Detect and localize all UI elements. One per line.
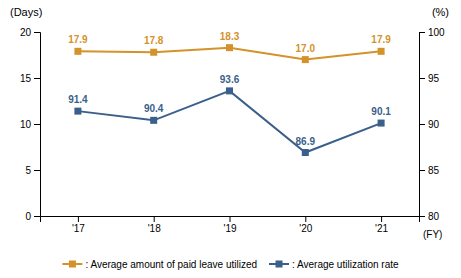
x-axis: '17 '18 '19 '20 '21 xyxy=(41,216,420,234)
series-marker xyxy=(150,49,157,56)
legend-label: : Average utilization rate xyxy=(292,259,399,270)
y-tick-label: 20 xyxy=(20,27,32,38)
series-line xyxy=(78,91,381,153)
y2-tick: 95 xyxy=(419,73,440,84)
x-tick: '21 xyxy=(375,216,388,234)
y2-tick-mark xyxy=(419,170,425,171)
series-marker xyxy=(74,108,81,115)
y-tick-label: 0 xyxy=(25,211,31,222)
x-tick-mark xyxy=(305,216,306,222)
data-label: 17.9 xyxy=(371,34,391,45)
legend-item: : Average amount of paid leave utilized xyxy=(62,259,257,270)
x-tick-label: '17 xyxy=(72,223,85,234)
x-tick-label: '19 xyxy=(223,223,236,234)
y-tick-label: 15 xyxy=(20,73,32,84)
x-tick-mark xyxy=(381,216,382,222)
y2-tick-label: 80 xyxy=(428,211,440,222)
data-label: 91.4 xyxy=(68,94,88,105)
series-marker xyxy=(74,48,81,55)
y-tick-label: 5 xyxy=(25,165,31,176)
data-label: 17.8 xyxy=(144,35,164,46)
x-axis-title: (FY) xyxy=(423,229,442,240)
x-axis-line xyxy=(41,217,420,223)
data-label: 93.6 xyxy=(220,74,240,85)
series-marker xyxy=(226,87,233,94)
y-tick-mark xyxy=(34,124,40,125)
y2-tick-mark xyxy=(419,32,425,33)
legend-swatch-marker xyxy=(276,261,283,268)
data-labels: 17.9 17.8 18.3 17.0 17.9 91.4 90.4 93.6 86.9 90.1 xyxy=(68,31,391,147)
y2-tick: 80 xyxy=(419,211,440,222)
x-tick-label: '18 xyxy=(148,223,161,234)
x-tick: '19 xyxy=(223,216,236,234)
y2-tick: 90 xyxy=(419,119,440,130)
series-marker xyxy=(302,56,309,63)
y2-axis: 80 85 90 95 100 xyxy=(419,27,445,222)
data-label: 17.9 xyxy=(68,34,88,45)
y2-axis-title: (%) xyxy=(432,6,449,18)
marks xyxy=(74,44,384,156)
y-axis-title: (Days) xyxy=(10,6,42,18)
data-label: 90.4 xyxy=(144,103,164,114)
y-axis-line xyxy=(34,33,41,217)
y2-tick: 85 xyxy=(419,165,440,176)
x-tick-label: '21 xyxy=(375,223,388,234)
data-label: 86.9 xyxy=(296,136,316,147)
y2-tick-mark xyxy=(419,78,425,79)
series-marker xyxy=(302,149,309,156)
data-label: 17.0 xyxy=(296,43,316,54)
y-tick-mark xyxy=(34,78,40,79)
series-marker xyxy=(150,117,157,124)
y-tick: 5 xyxy=(25,165,40,176)
y2-tick-label: 95 xyxy=(428,73,440,84)
y-tick-mark xyxy=(34,216,40,217)
series-marker xyxy=(378,120,385,127)
data-label: 18.3 xyxy=(220,31,240,42)
series-marker xyxy=(226,44,233,51)
y2-tick-mark xyxy=(419,124,425,125)
y2-tick-label: 90 xyxy=(428,119,440,130)
y2-tick-label: 85 xyxy=(428,165,440,176)
y-tick: 0 xyxy=(25,211,40,222)
x-tick: '20 xyxy=(299,216,312,234)
x-tick-mark xyxy=(78,216,79,222)
y-tick-label: 10 xyxy=(20,119,32,130)
x-tick: '17 xyxy=(72,216,85,234)
y-tick: 10 xyxy=(20,119,40,130)
x-tick-mark xyxy=(154,216,155,222)
y2-tick-label: 100 xyxy=(428,27,445,38)
y2-tick: 100 xyxy=(419,27,445,38)
plot: '17'18'19'20'21051015208085909510017.917… xyxy=(20,27,445,234)
y-axis: 0 5 10 15 20 xyxy=(20,27,41,222)
y-tick-mark xyxy=(34,32,40,33)
y-tick: 20 xyxy=(20,27,40,38)
y2-axis-line xyxy=(420,33,426,217)
data-label: 90.1 xyxy=(371,106,391,117)
x-tick-label: '20 xyxy=(299,223,312,234)
x-tick: '18 xyxy=(148,216,161,234)
y-tick: 15 xyxy=(20,73,40,84)
x-tick-mark xyxy=(230,216,231,222)
legend: : Average amount of paid leave utilized:… xyxy=(62,259,399,270)
legend-item: : Average utilization rate xyxy=(269,259,399,270)
series-marker xyxy=(378,48,385,55)
y2-tick-mark xyxy=(419,216,425,217)
chart: '17'18'19'20'21051015208085909510017.917… xyxy=(0,0,461,278)
y-tick-mark xyxy=(34,170,40,171)
legend-swatch-marker xyxy=(69,261,76,268)
legend-label: : Average amount of paid leave utilized xyxy=(85,259,257,270)
